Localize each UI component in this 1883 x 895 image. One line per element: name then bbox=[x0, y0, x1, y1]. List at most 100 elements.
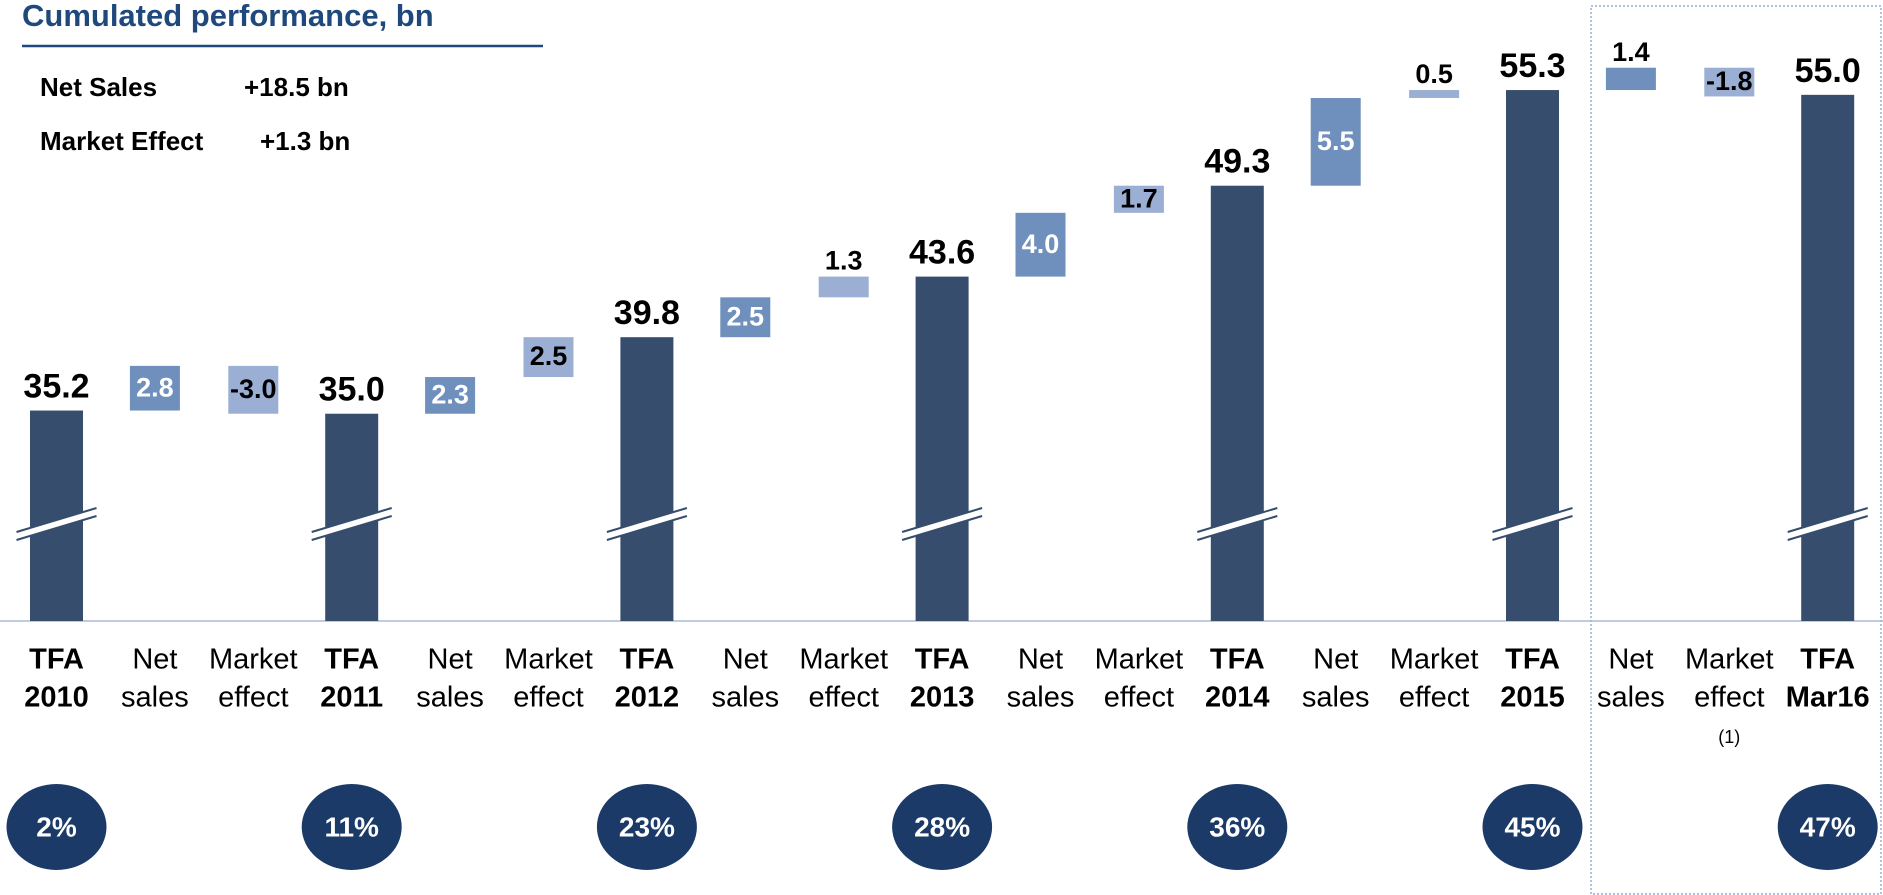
x-tick-label: TFA bbox=[324, 644, 379, 676]
value-label: 55.0 bbox=[1795, 52, 1861, 90]
share-badge bbox=[1777, 784, 1878, 870]
axis-break bbox=[1787, 508, 1868, 540]
summary-label: Net Sales bbox=[40, 72, 157, 102]
total-bar bbox=[915, 276, 969, 621]
axis-break bbox=[902, 508, 983, 540]
x-tick-label: Net bbox=[132, 644, 177, 676]
axis-break-line bbox=[16, 507, 97, 533]
x-tick-label: sales bbox=[121, 682, 189, 714]
period-separator bbox=[1590, 5, 1882, 895]
value-label: 2.5 bbox=[530, 341, 568, 371]
axis-break-line bbox=[1492, 515, 1573, 541]
value-label: -3.0 bbox=[230, 374, 277, 404]
value-label: 1.3 bbox=[825, 246, 863, 276]
delta-bar bbox=[1409, 90, 1460, 99]
x-tick-label: Market bbox=[1390, 644, 1479, 676]
x-tick-label: TFA bbox=[1210, 644, 1265, 676]
value-label: 35.2 bbox=[23, 368, 89, 406]
delta-bar bbox=[818, 276, 869, 298]
delta-bar bbox=[228, 365, 279, 414]
x-tick-label: Market bbox=[1095, 644, 1184, 676]
chart-title: Cumulated performance, bn bbox=[22, 0, 434, 33]
x-tick-label: Net bbox=[1608, 644, 1653, 676]
x-tick-label: sales bbox=[1597, 682, 1665, 714]
value-label: 39.8 bbox=[614, 294, 680, 332]
x-tick-label: (1) bbox=[1718, 727, 1740, 747]
axis-break-line bbox=[1787, 507, 1868, 533]
share-label: 36% bbox=[1209, 811, 1265, 842]
value-label: 1.4 bbox=[1612, 37, 1650, 67]
x-tick-label: Net bbox=[1018, 644, 1063, 676]
x-tick-label: Market bbox=[209, 644, 298, 676]
value-label: 1.7 bbox=[1120, 183, 1158, 213]
axis-break-line bbox=[606, 507, 688, 533]
x-tick-label: 2010 bbox=[24, 682, 89, 714]
x-tick-label: sales bbox=[416, 682, 484, 714]
axis-break-line bbox=[1197, 515, 1278, 541]
x-tick-label: effect bbox=[513, 682, 583, 714]
share-label: 47% bbox=[1800, 811, 1856, 842]
x-tick-label: TFA bbox=[620, 644, 675, 676]
x-tick-label: sales bbox=[1007, 682, 1075, 714]
axis-break-line bbox=[606, 515, 688, 541]
x-tick-label: TFA bbox=[1800, 644, 1855, 676]
share-badge bbox=[301, 784, 402, 870]
x-tick-label: 2015 bbox=[1500, 682, 1565, 714]
x-tick-label: effect bbox=[1104, 682, 1174, 714]
x-tick-label: Market bbox=[504, 644, 593, 676]
value-label: 55.3 bbox=[1499, 47, 1565, 85]
summary-value: +1.3 bn bbox=[260, 126, 350, 156]
x-tick-label: sales bbox=[1302, 682, 1370, 714]
value-label: 5.5 bbox=[1317, 126, 1355, 156]
x-tick-label: 2014 bbox=[1205, 682, 1270, 714]
x-tick-label: Net bbox=[723, 644, 768, 676]
x-tick-label: 2012 bbox=[615, 682, 680, 714]
value-label: 43.6 bbox=[909, 234, 975, 272]
share-badge bbox=[892, 784, 993, 870]
axis-break bbox=[16, 508, 97, 540]
share-badge bbox=[1187, 784, 1288, 870]
share-badge bbox=[6, 784, 107, 870]
total-bar bbox=[1801, 94, 1855, 622]
axis-break bbox=[311, 508, 392, 540]
delta-bar bbox=[1113, 185, 1164, 213]
x-tick-label: Net bbox=[428, 644, 473, 676]
delta-bar bbox=[129, 365, 180, 411]
value-label: -1.8 bbox=[1706, 66, 1753, 96]
delta-bar bbox=[720, 297, 771, 338]
share-label: 11% bbox=[324, 811, 379, 842]
value-label: 2.8 bbox=[136, 372, 174, 402]
axis-break-line bbox=[901, 515, 983, 541]
delta-bar bbox=[425, 377, 476, 414]
axis-break-line bbox=[311, 515, 392, 541]
axis-break bbox=[1197, 508, 1278, 540]
share-label: 2% bbox=[36, 811, 77, 842]
delta-bar bbox=[1015, 212, 1066, 277]
x-tick-label: Net bbox=[1313, 644, 1358, 676]
x-tick-label: effect bbox=[1694, 682, 1764, 714]
share-badge bbox=[596, 784, 697, 870]
axis-break bbox=[606, 508, 687, 540]
total-bar bbox=[1210, 185, 1264, 621]
delta-bar bbox=[1310, 98, 1361, 186]
summary-label: Market Effect bbox=[40, 126, 204, 156]
axis-break-line bbox=[901, 507, 983, 533]
x-tick-label: 2013 bbox=[910, 682, 975, 714]
axis-break-line bbox=[1492, 507, 1573, 533]
x-tick-label: sales bbox=[711, 682, 779, 714]
axis-break-line bbox=[16, 515, 97, 541]
value-label: 0.5 bbox=[1415, 59, 1453, 89]
delta-bar bbox=[1605, 67, 1656, 91]
share-badge bbox=[1482, 784, 1583, 870]
share-label: 23% bbox=[619, 811, 675, 842]
x-tick-label: Market bbox=[1685, 644, 1774, 676]
value-label: 2.3 bbox=[431, 380, 469, 410]
axis-break-line bbox=[1787, 515, 1868, 541]
delta-bar bbox=[1704, 67, 1755, 97]
value-label: 35.0 bbox=[319, 371, 385, 409]
x-tick-label: TFA bbox=[29, 644, 84, 676]
x-tick-label: TFA bbox=[1505, 644, 1560, 676]
value-label: 49.3 bbox=[1204, 143, 1270, 181]
share-label: 28% bbox=[914, 811, 970, 842]
